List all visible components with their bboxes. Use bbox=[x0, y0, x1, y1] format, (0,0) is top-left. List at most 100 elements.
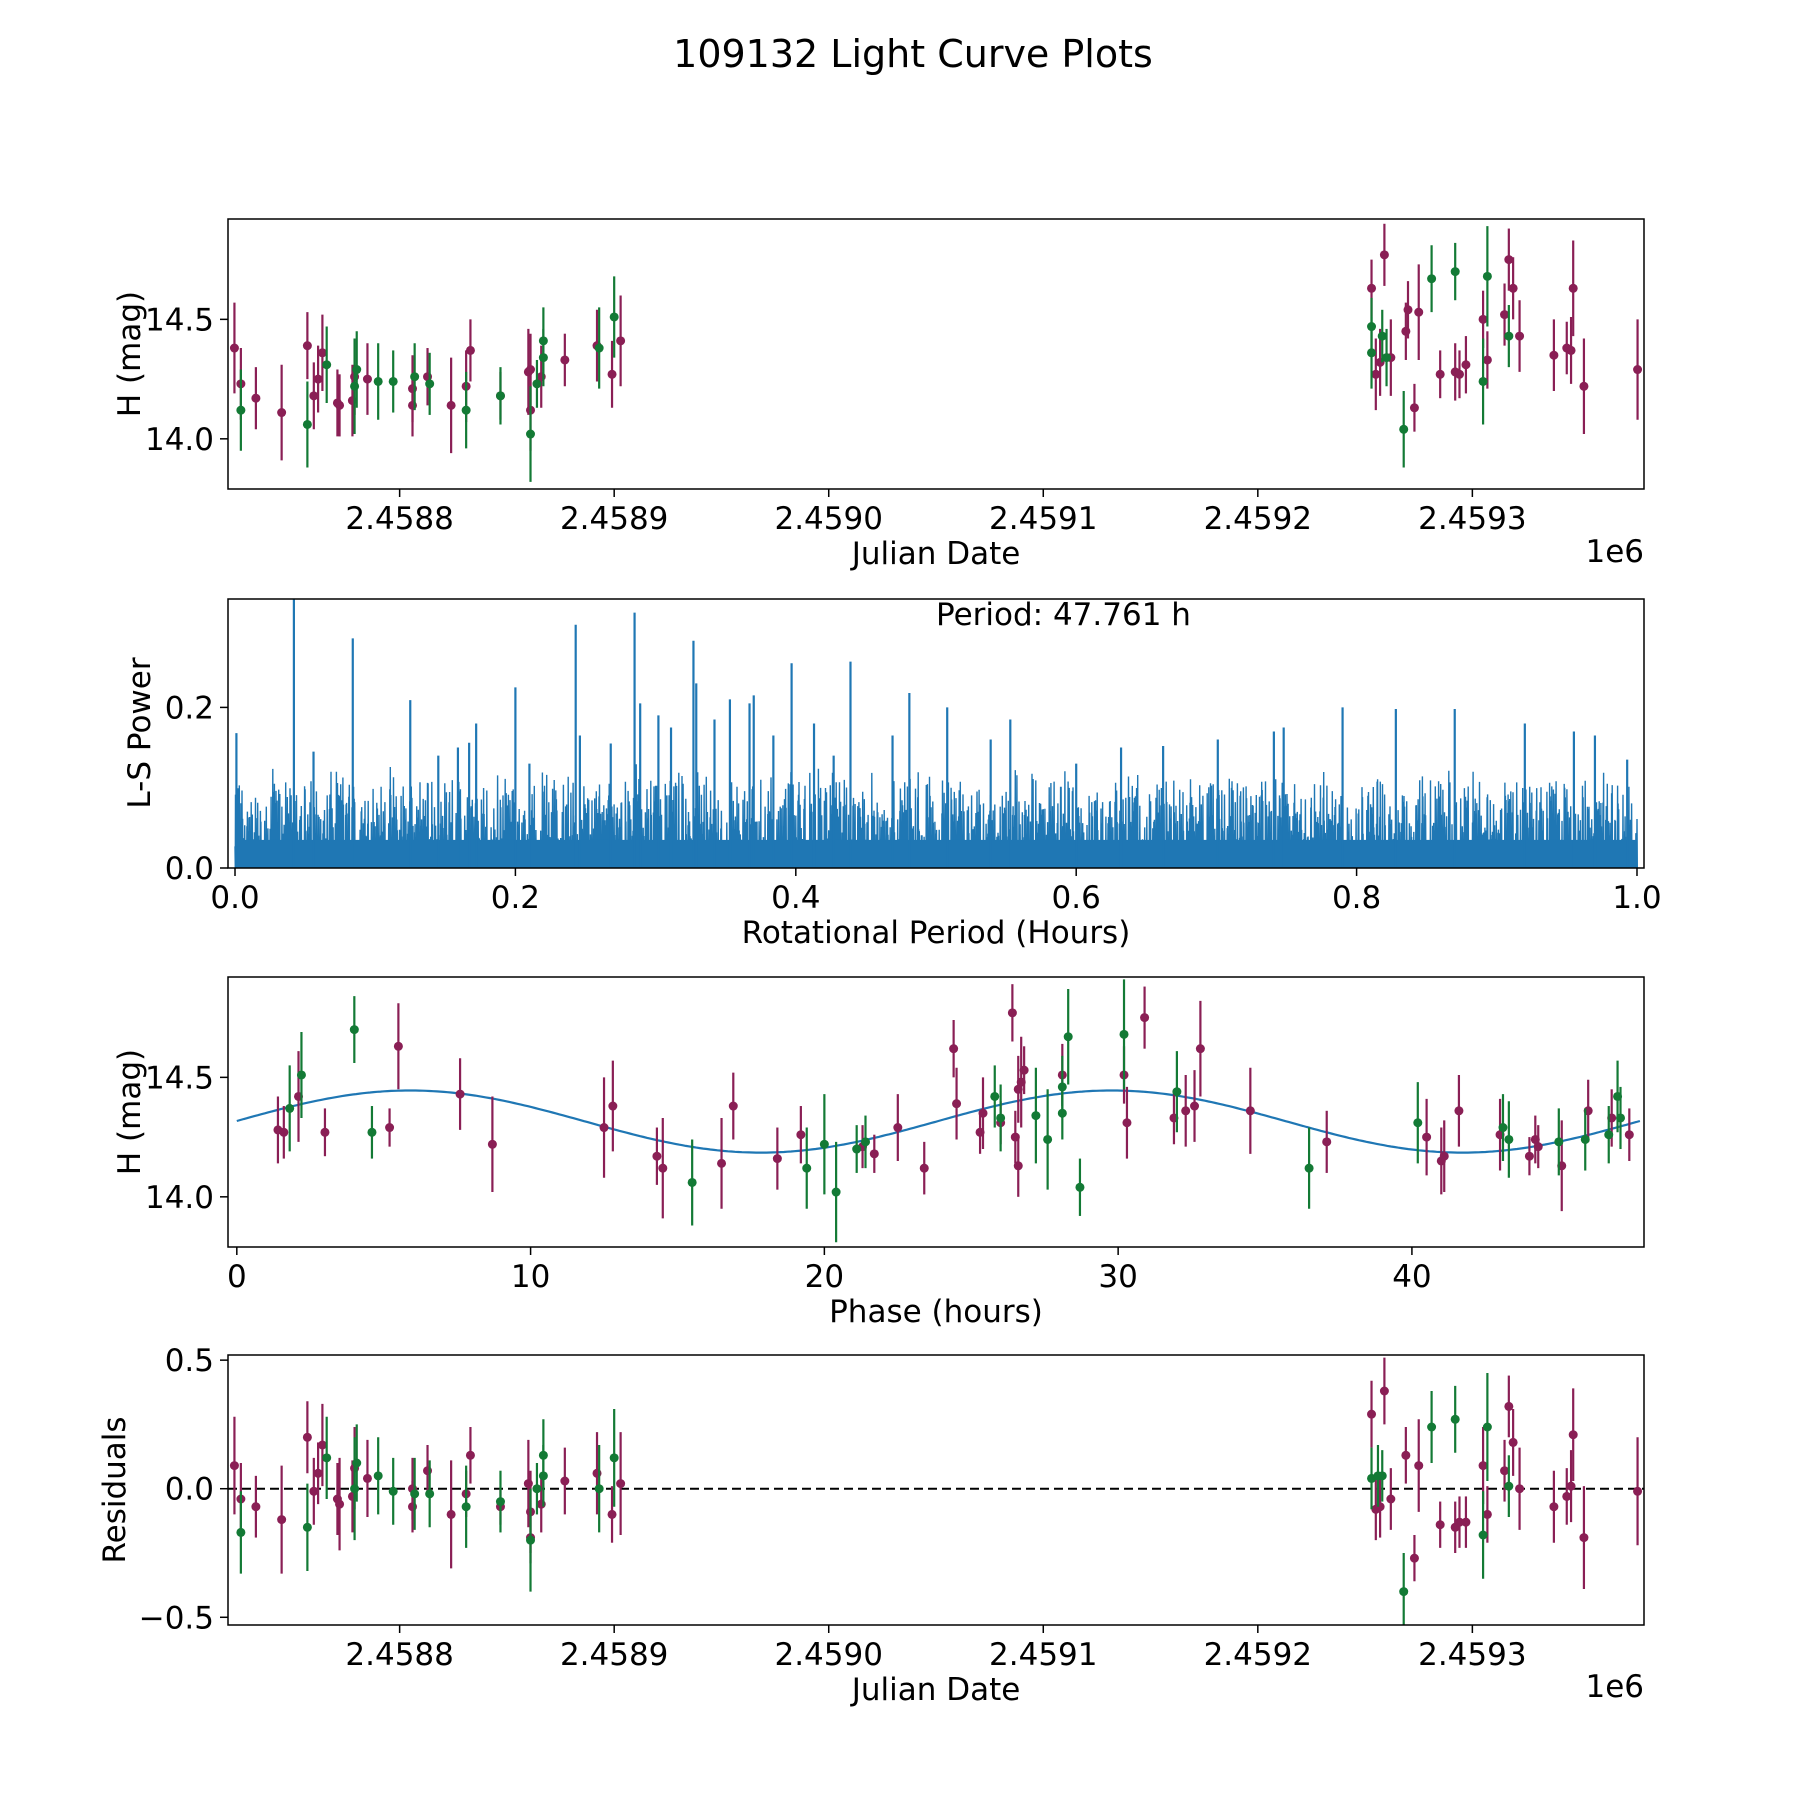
data-point bbox=[373, 376, 383, 386]
data-point bbox=[1414, 307, 1424, 317]
data-point bbox=[978, 1108, 988, 1118]
x-tick-label: 2.4593 bbox=[1418, 501, 1526, 537]
residuals-plot-area bbox=[228, 1357, 1644, 1625]
data-point bbox=[852, 1144, 862, 1154]
data-point bbox=[1322, 1137, 1332, 1147]
axes-frame bbox=[227, 1354, 1645, 1626]
data-point bbox=[446, 1509, 456, 1519]
periodogram-ylabel: L-S Power bbox=[122, 657, 158, 808]
data-point bbox=[455, 1089, 465, 1099]
y-tick-label: 14.0 bbox=[145, 422, 214, 458]
x-tick-label: 2.4593 bbox=[1418, 1637, 1526, 1673]
data-point bbox=[1482, 1509, 1492, 1519]
data-point bbox=[487, 1139, 497, 1149]
data-point bbox=[1454, 1106, 1464, 1116]
data-point bbox=[1515, 1484, 1525, 1494]
data-point bbox=[388, 1486, 398, 1496]
series-filter_b bbox=[236, 1373, 1514, 1625]
data-point bbox=[609, 1453, 619, 1463]
data-point bbox=[236, 1527, 246, 1537]
data-point bbox=[1403, 305, 1413, 315]
x-tick-label: 2.4589 bbox=[560, 501, 668, 537]
data-point bbox=[236, 405, 246, 415]
data-point bbox=[1549, 1502, 1559, 1512]
residuals-xlabel: Julian Date bbox=[850, 1672, 1021, 1708]
data-point bbox=[1007, 1008, 1017, 1018]
data-point bbox=[1515, 331, 1525, 341]
data-point bbox=[388, 376, 398, 386]
data-point bbox=[594, 1484, 604, 1494]
data-point bbox=[802, 1163, 812, 1173]
data-point bbox=[831, 1187, 841, 1197]
data-point bbox=[251, 1502, 261, 1512]
data-point bbox=[1140, 1013, 1150, 1023]
data-point bbox=[728, 1101, 738, 1111]
data-point bbox=[1377, 331, 1387, 341]
data-point bbox=[560, 355, 570, 365]
data-point bbox=[1063, 1032, 1073, 1042]
data-point bbox=[1435, 1520, 1445, 1530]
periodogram-band bbox=[235, 839, 1637, 868]
y-tick-label: 14.5 bbox=[145, 302, 214, 338]
data-point bbox=[1371, 369, 1381, 379]
data-point bbox=[362, 1473, 372, 1483]
data-point bbox=[461, 1502, 471, 1512]
data-point bbox=[1172, 1087, 1182, 1097]
x-tick-label: 40 bbox=[1392, 1259, 1431, 1295]
series-filter_a bbox=[229, 1357, 1643, 1589]
phased-plot-area bbox=[236, 979, 1641, 1243]
data-point bbox=[990, 1091, 1000, 1101]
data-point bbox=[1482, 271, 1492, 281]
data-point bbox=[349, 1025, 359, 1035]
data-point bbox=[1399, 1587, 1409, 1597]
data-point bbox=[1401, 1450, 1411, 1460]
x-tick-label: 20 bbox=[805, 1259, 844, 1295]
data-point bbox=[313, 1468, 323, 1478]
x-tick-label: 0.8 bbox=[1332, 880, 1381, 916]
data-point bbox=[1579, 1533, 1589, 1543]
data-point bbox=[362, 374, 372, 384]
x-tick-label: 2.4591 bbox=[989, 1637, 1097, 1673]
x-tick-label: 2.4588 bbox=[345, 1637, 453, 1673]
data-point bbox=[461, 405, 471, 415]
data-point bbox=[1435, 369, 1445, 379]
series-filter_b bbox=[285, 979, 1625, 1243]
data-point bbox=[532, 379, 542, 389]
phased-ticks: 0 10 20 30 40 14.0 14.5 bbox=[145, 976, 1645, 1295]
axes-frame bbox=[227, 976, 1645, 1248]
x-tick-label: 10 bbox=[511, 1259, 550, 1295]
data-point bbox=[1122, 1118, 1132, 1128]
x-tick-label: 30 bbox=[1098, 1259, 1137, 1295]
period-annotation: Period: 47.761 h bbox=[936, 597, 1191, 633]
data-point bbox=[425, 379, 435, 389]
data-point bbox=[1461, 1517, 1471, 1527]
data-point bbox=[616, 336, 626, 346]
data-point bbox=[335, 400, 345, 410]
data-point bbox=[1450, 1414, 1460, 1424]
series-filter_a bbox=[273, 984, 1634, 1219]
residuals-ylabel: Residuals bbox=[97, 1416, 133, 1563]
data-point bbox=[1454, 369, 1464, 379]
data-point bbox=[322, 1453, 332, 1463]
x-tick-label: 2.4588 bbox=[345, 501, 453, 537]
x-tick-label: 0 bbox=[227, 1259, 247, 1295]
data-point bbox=[1450, 267, 1460, 277]
data-point bbox=[410, 1489, 420, 1499]
data-point bbox=[1482, 1422, 1492, 1432]
data-point bbox=[1245, 1106, 1255, 1116]
data-point bbox=[608, 1101, 618, 1111]
y-tick-label: 14.0 bbox=[145, 1180, 214, 1216]
data-point bbox=[495, 1497, 505, 1507]
data-point bbox=[1367, 283, 1377, 293]
y-tick-label: 0.2 bbox=[165, 690, 214, 726]
data-point bbox=[302, 1432, 312, 1442]
data-point bbox=[607, 369, 617, 379]
periodogram-xlabel: Rotational Period (Hours) bbox=[742, 915, 1131, 951]
x-tick-label: 0.2 bbox=[491, 880, 540, 916]
data-point bbox=[1181, 1106, 1191, 1116]
axes-frame bbox=[227, 218, 1645, 490]
data-point bbox=[1461, 360, 1471, 370]
data-point bbox=[1031, 1111, 1041, 1121]
periodogram-ticks: 0.0 0.2 0.4 0.6 0.8 1.0 0.0 0.2 bbox=[165, 598, 1662, 916]
data-point bbox=[1524, 1151, 1534, 1161]
